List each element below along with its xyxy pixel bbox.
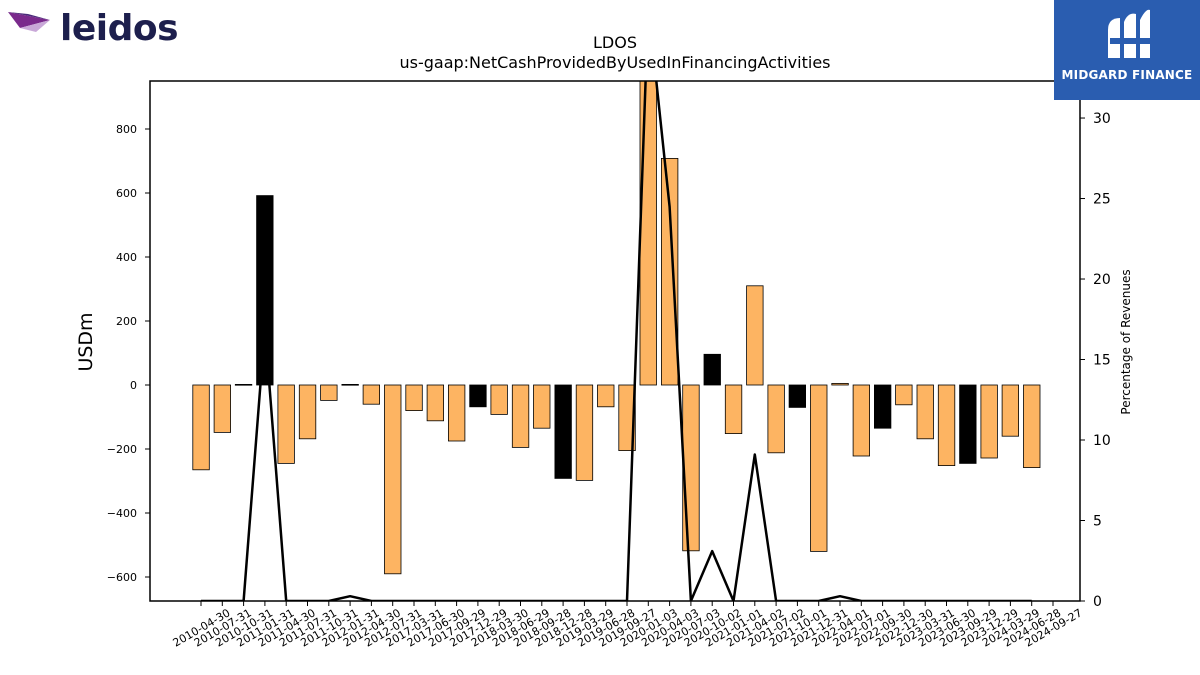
y-tick-label: 200 [116, 315, 137, 328]
midgard-mark-icon [1108, 9, 1150, 58]
y-tick-label: −600 [107, 571, 137, 584]
chart-subtitle: us-gaap:NetCashProvidedByUsedInFinancing… [399, 53, 831, 72]
plot-frame [149, 80, 1081, 602]
y2-tick-label: 5 [1093, 514, 1102, 530]
bar-2021-12-31 [810, 384, 828, 552]
bar-2017-09-29 [447, 384, 466, 442]
bar-2022-12-30 [895, 384, 913, 406]
y2-tick-label: 30 [1093, 111, 1111, 127]
y-axis-label: USDm [75, 312, 97, 371]
y2-tick-label: 25 [1093, 192, 1111, 208]
bar-2021-10-01 [788, 384, 806, 408]
bar-2018-12-28 [554, 384, 572, 479]
bar-2017-06-30 [426, 384, 445, 422]
bar-2018-09-28 [533, 384, 551, 429]
y-tick-label: −400 [107, 507, 137, 520]
bar-2019-06-28 [597, 384, 615, 408]
company-logo: leidos [6, 4, 179, 54]
bar-2023-12-29 [980, 384, 998, 459]
bar-2023-03-31 [916, 384, 934, 440]
bar-2022-04-01 [831, 382, 849, 386]
bar-2024-06-28 [1023, 384, 1041, 468]
bar-2019-03-29 [575, 384, 594, 481]
y-tick-label: 800 [116, 123, 137, 136]
bar-2012-07-31 [384, 384, 402, 575]
y-axis: −600 −400 −200 0 200 400 600 800 [107, 123, 150, 584]
bar-2021-01-01 [724, 384, 743, 434]
y2-axis: 0 5 10 15 20 25 30 [1080, 111, 1111, 610]
bar-2011-07-31 [298, 384, 317, 440]
sponsor-logo: MIDGARD FINANCE [1054, 0, 1200, 100]
y2-tick-label: 15 [1093, 353, 1111, 369]
bar-2018-06-29 [511, 384, 530, 448]
bar-2024-03-29 [1001, 384, 1019, 437]
bar-2021-07-02 [767, 384, 785, 454]
bar-2011-10-31 [320, 384, 338, 401]
bar-2020-01-03 [639, 80, 657, 386]
y2-tick-label: 0 [1093, 594, 1102, 610]
bar-2010-04-30 [192, 384, 210, 471]
y-tick-label: 0 [130, 379, 137, 392]
bar-2012-04-30 [362, 384, 381, 405]
x-axis: 2010-04-302010-07-312010-10-312011-01-31… [171, 601, 1085, 650]
bar-2020-07-03 [682, 384, 700, 552]
sponsor-logo-text: MIDGARD FINANCE [1061, 68, 1193, 82]
bar-2020-10-02 [703, 353, 721, 386]
bar-2019-09-27 [618, 384, 636, 451]
chart-title: LDOS [593, 33, 637, 52]
line-layer [201, 81, 1032, 601]
y-tick-label: −200 [107, 443, 137, 456]
bar-2012-01-31 [341, 383, 359, 386]
bar-2018-03-30 [490, 384, 508, 415]
y2-axis-label: Percentage of Revenues [1119, 269, 1133, 414]
y-tick-label: 600 [116, 187, 137, 200]
bar-2021-04-02 [746, 285, 764, 386]
bar-2017-03-31 [405, 384, 423, 412]
bars-layer [192, 80, 1041, 575]
bar-2022-07-01 [852, 384, 870, 457]
leidos-mark-icon [8, 12, 50, 32]
percentage-line [201, 81, 1032, 601]
y-tick-label: 400 [116, 251, 137, 264]
y2-tick-label: 20 [1093, 272, 1111, 288]
bar-2023-06-30 [937, 384, 956, 466]
bar-2011-04-30 [277, 384, 295, 464]
company-logo-text: leidos [60, 8, 179, 49]
bar-2010-07-31 [213, 384, 232, 433]
bar-2022-09-30 [874, 384, 892, 429]
bar-2017-12-29 [469, 384, 487, 408]
bar-2011-01-31 [256, 195, 274, 386]
bar-2020-04-03 [661, 157, 679, 386]
y2-tick-label: 10 [1093, 433, 1111, 449]
bar-2023-09-29 [959, 384, 977, 464]
bar-2010-10-31 [234, 383, 253, 386]
